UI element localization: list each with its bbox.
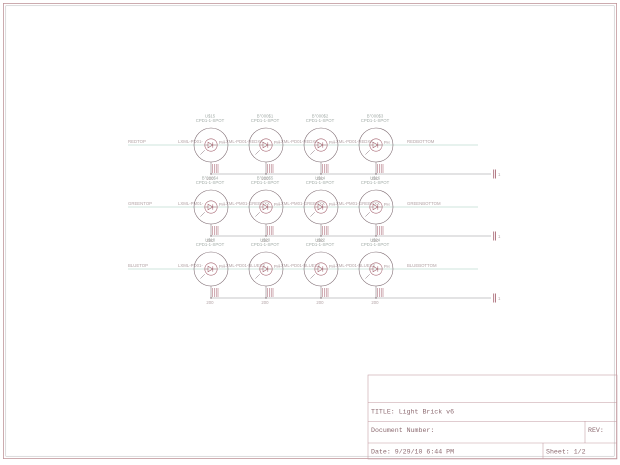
svg-text:LXML-PD01-: LXML-PD01-	[178, 263, 203, 268]
svg-text:TITLE: Light Brick v6: TITLE: Light Brick v6	[371, 409, 454, 416]
svg-text:PH: PH	[329, 264, 335, 269]
svg-text:CPD1-1-SPOT: CPD1-1-SPOT	[251, 118, 280, 123]
svg-text:PH: PH	[384, 264, 390, 269]
svg-text:CPD1-1-SPOT: CPD1-1-SPOT	[196, 118, 225, 123]
svg-text:LXML-PM01-: LXML-PM01-	[178, 201, 204, 206]
svg-text:CPD1-1-SPOT: CPD1-1-SPOT	[196, 180, 225, 185]
svg-text:PH: PH	[274, 264, 280, 269]
svg-text:CPD1-1-SPOT: CPD1-1-SPOT	[306, 242, 335, 247]
svg-text:CPD1-1-SPOT: CPD1-1-SPOT	[196, 242, 225, 247]
svg-text:REDBOTTOM: REDBOTTOM	[407, 139, 435, 144]
svg-text:CPD1-1-SPOT: CPD1-1-SPOT	[251, 180, 280, 185]
svg-text:PH: PH	[219, 202, 225, 207]
svg-text:Sheet: 1/2: Sheet: 1/2	[546, 449, 586, 456]
svg-text:Date: 9/29/10 6:44 PM: Date: 9/29/10 6:44 PM	[371, 449, 454, 456]
svg-text:1: 1	[498, 296, 501, 301]
svg-text:LXML-PD01-BLUEXX: LXML-PD01-BLUEXX	[224, 263, 266, 268]
svg-text:200: 200	[206, 300, 214, 305]
svg-text:CPD1-1-SPOT: CPD1-1-SPOT	[306, 118, 335, 123]
svg-text:BLUETOP: BLUETOP	[128, 263, 148, 268]
svg-text:200: 200	[261, 300, 269, 305]
svg-text:1: 1	[498, 234, 501, 239]
svg-text:PH: PH	[274, 140, 280, 145]
svg-text:200: 200	[316, 300, 324, 305]
svg-text:CPD1-1-SPOT: CPD1-1-SPOT	[251, 242, 280, 247]
svg-text:1: 1	[498, 172, 501, 177]
svg-text:LXML-PD01-BLUEXX: LXML-PD01-BLUEXX	[334, 263, 376, 268]
svg-text:CPD1-1-SPOT: CPD1-1-SPOT	[306, 180, 335, 185]
svg-text:PH: PH	[329, 202, 335, 207]
svg-text:GREENBOTTOM: GREENBOTTOM	[407, 201, 441, 206]
svg-text:PH: PH	[219, 140, 225, 145]
svg-text:CPD1-1-SPOT: CPD1-1-SPOT	[361, 242, 390, 247]
svg-text:PH: PH	[274, 202, 280, 207]
svg-text:PH: PH	[219, 264, 225, 269]
svg-text:LXML-PD01-: LXML-PD01-	[178, 139, 203, 144]
svg-text:200: 200	[371, 300, 379, 305]
svg-text:PH: PH	[329, 140, 335, 145]
svg-text:LXML-PD01-REDXX: LXML-PD01-REDXX	[224, 139, 264, 144]
svg-text:PH: PH	[384, 202, 390, 207]
svg-text:PH: PH	[384, 140, 390, 145]
svg-text:BLUEBOTTOM: BLUEBOTTOM	[407, 263, 437, 268]
svg-text:GREENTOP: GREENTOP	[128, 201, 152, 206]
svg-text:REDTOP: REDTOP	[128, 139, 146, 144]
svg-text:LXML-PD01-REDXX: LXML-PD01-REDXX	[279, 139, 319, 144]
svg-text:LXML-PD01-BLUEXX: LXML-PD01-BLUEXX	[279, 263, 321, 268]
svg-text:CPD1-1-SPOT: CPD1-1-SPOT	[361, 118, 390, 123]
svg-text:LXML-PD01-REDXX: LXML-PD01-REDXX	[334, 139, 374, 144]
svg-text:REV:: REV:	[588, 427, 604, 434]
svg-text:CPD1-1-SPOT: CPD1-1-SPOT	[361, 180, 390, 185]
svg-text:Document Number:: Document Number:	[371, 427, 434, 434]
